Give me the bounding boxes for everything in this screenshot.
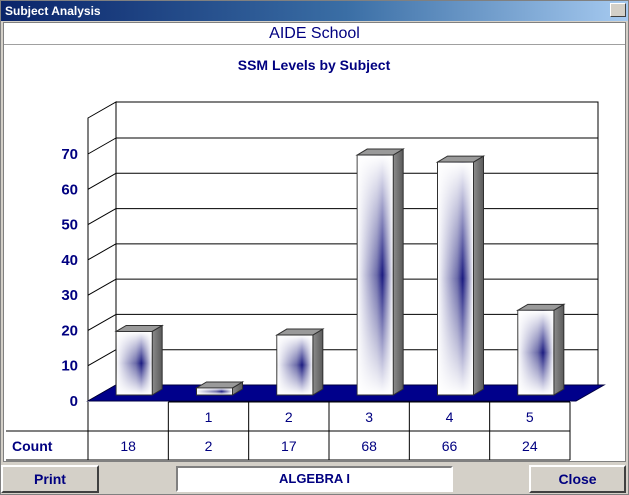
y-tick-label: 40 (61, 252, 78, 269)
gridline-side (87, 243, 117, 261)
table-row-label: Count (12, 438, 53, 454)
gridline-side (87, 349, 117, 367)
bar (516, 303, 566, 396)
print-button[interactable]: Print (1, 465, 99, 493)
bar (275, 328, 325, 396)
bar (194, 381, 245, 396)
gridline-side (87, 278, 117, 296)
bar (355, 148, 405, 396)
window-close-box[interactable] (610, 3, 626, 17)
gridline-side (87, 208, 117, 226)
y-tick-label: 30 (61, 287, 78, 304)
bar (114, 324, 164, 396)
table-value: 2 (205, 438, 213, 454)
table-value: 17 (281, 438, 297, 454)
y-tick-label: 50 (61, 217, 78, 234)
bar-chart: SSM Levels by Subject 0 10 20 30 40 50 60 70 1 2 3 4… (6, 57, 606, 461)
chart-title: SSM Levels by Subject (238, 57, 391, 73)
y-tick-label: 0 (70, 393, 78, 410)
x-tick-label: 5 (526, 409, 534, 425)
y-tick-label: 70 (61, 146, 78, 163)
y-tick-label: 60 (61, 181, 78, 198)
footer-bar: Print ALGEBRA I Close (1, 463, 628, 494)
x-tick-label: 1 (205, 409, 213, 425)
table-value: 68 (361, 438, 377, 454)
table-value: 18 (120, 438, 136, 454)
y-tick-label: 20 (61, 322, 78, 339)
gridline-side (87, 172, 117, 190)
x-tick-label: 3 (365, 409, 373, 425)
gridline-side (87, 137, 117, 155)
table-value: 66 (442, 438, 458, 454)
table-value: 24 (522, 438, 538, 454)
title-bar[interactable]: Subject Analysis (1, 1, 628, 21)
gridline-side (87, 313, 117, 331)
window-title: Subject Analysis (5, 4, 101, 18)
subject-field: ALGEBRA I (176, 466, 453, 492)
y-tick-label: 10 (61, 358, 78, 375)
x-tick-label: 4 (446, 409, 454, 425)
close-button[interactable]: Close (529, 465, 626, 493)
bar (435, 155, 486, 396)
chart-panel: AIDE School SSM Levels by Subject 0 10 20 30… (3, 22, 626, 462)
x-tick-label: 2 (285, 409, 293, 425)
school-name: AIDE School (4, 23, 625, 45)
